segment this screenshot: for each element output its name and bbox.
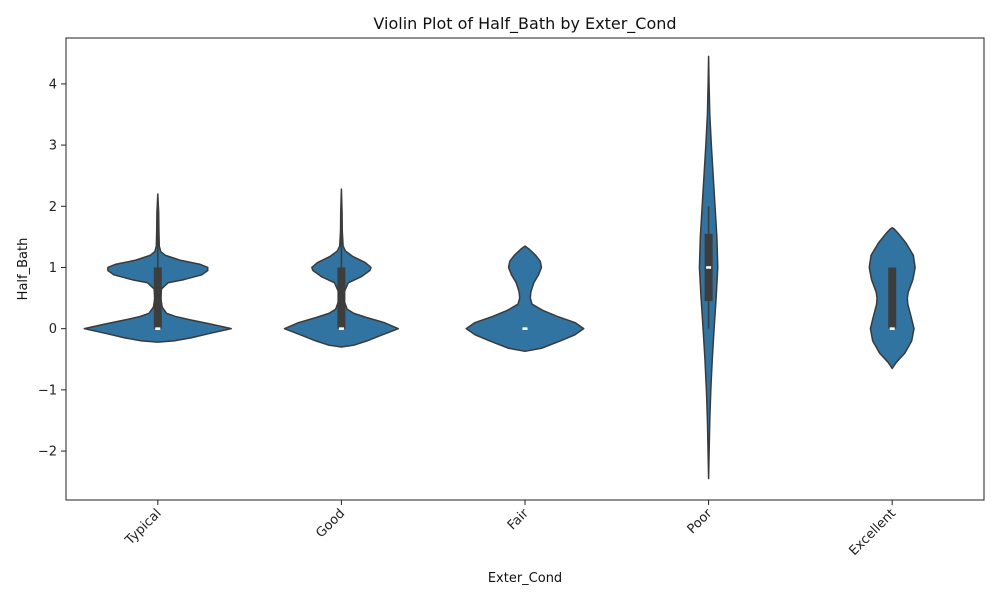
- violin-median: [706, 266, 712, 269]
- y-tick-label: −2: [38, 445, 57, 460]
- y-tick-label: 0: [49, 322, 57, 337]
- violin-median: [522, 327, 528, 330]
- chart-title: Violin Plot of Half_Bath by Exter_Cond: [373, 14, 676, 34]
- violin-box: [153, 267, 162, 329]
- y-tick-label: 2: [49, 200, 57, 215]
- violin-box: [337, 267, 346, 329]
- y-tick-label: 3: [49, 139, 57, 154]
- violin-box: [888, 267, 897, 329]
- plot-area: [83, 55, 916, 480]
- violin-median: [889, 327, 895, 330]
- y-tick-label: −1: [38, 383, 57, 398]
- x-axis-label: Exter_Cond: [488, 571, 562, 586]
- y-tick-label: 4: [49, 77, 57, 92]
- violin-median: [155, 327, 161, 330]
- y-axis-label: Half_Bath: [16, 238, 31, 301]
- violin-body: [465, 245, 585, 353]
- violin-median: [338, 327, 344, 330]
- y-tick-label: 1: [49, 261, 57, 276]
